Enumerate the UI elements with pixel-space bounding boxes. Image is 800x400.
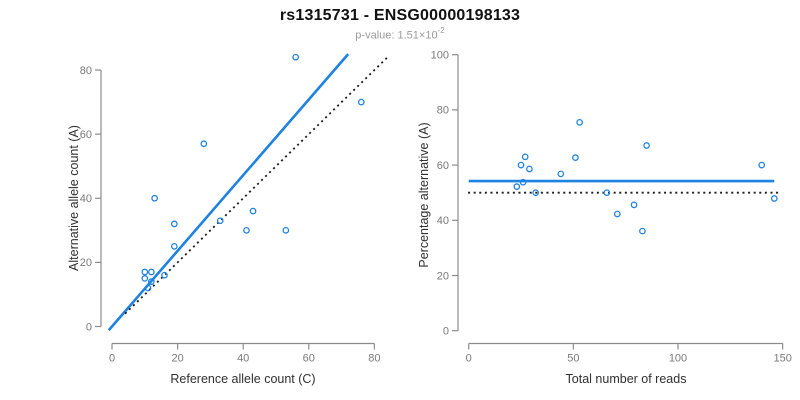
data-point [282,226,290,234]
x-tick-label: 20 [171,353,183,365]
data-point [613,210,621,218]
x-tick-label: 100 [669,353,687,365]
data-point [292,53,300,61]
x-tick-label: 40 [237,353,249,365]
data-point [557,170,565,178]
y-tick-label: 100 [431,50,449,62]
data-point [770,195,778,202]
data-point [216,217,224,225]
y-tick-label: 60 [80,129,92,141]
x-tick-label: 80 [368,353,380,365]
data-point [576,118,583,126]
p-value-label: p-value: 1.51×10-2 [0,26,800,42]
y-tick-label: 80 [437,105,449,117]
data-point [517,161,525,169]
fit-line [107,53,350,332]
data-point [170,243,178,250]
y-tick-label: 80 [80,65,92,77]
chart-allele-counts: 0 20 40 60 80 0 20 40 60 80 Reference allele count… [67,53,389,386]
data-point [603,189,611,197]
p-value-prefix: p-value: [355,29,398,42]
data-point [630,201,638,209]
data-point [572,154,579,161]
data-point [758,161,766,169]
p-value-exponent: -2 [437,26,445,35]
data-point [141,268,149,276]
x-tick-label: 0 [109,353,115,365]
data-point [521,153,529,161]
data-point [141,275,149,282]
data-point [151,194,158,202]
y-tick-label: 40 [80,193,92,205]
y-tick-label: 20 [437,270,449,282]
x-tick-label: 0 [466,353,472,365]
data-point [148,278,155,285]
data-point [639,227,646,235]
data-point [249,207,257,215]
page-title: rs1315731 - ENSG00000198133 [279,7,521,24]
data-point [200,140,208,148]
data-point [243,226,250,234]
data-point [161,271,168,279]
data-point [526,165,533,173]
x-axis-title: Reference allele count (C) [170,372,315,386]
data-point [170,220,178,228]
y-axis-title: Alternative allele count (A) [67,125,81,271]
y-tick-label: 40 [437,215,449,227]
y-tick-label: 0 [443,326,449,338]
identity-line [124,56,389,315]
data-point [519,178,527,186]
x-tick-label: 50 [567,353,579,365]
p-value-base: 1.51×10 [397,29,438,42]
x-tick-label: 150 [773,353,791,365]
data-point [144,284,152,292]
y-axis-title: Percentage alternative (A) [417,122,431,267]
chart-header: rs1315731 - ENSG00000198133 p-value: 1.5… [0,0,800,42]
data-point [643,142,650,149]
y-tick-label: 60 [437,160,449,172]
data-point [513,183,521,190]
x-tick-label: 60 [303,353,315,365]
y-tick-label: 0 [86,321,92,333]
y-tick-label: 20 [80,257,92,269]
chart-percentage-vs-reads: 0 20 40 60 80 100 0 50 100 150 Total number of rea… [417,50,792,387]
data-point [532,189,540,197]
data-point [357,98,365,106]
x-axis-title: Total number of reads [566,372,687,386]
data-point [148,268,155,276]
